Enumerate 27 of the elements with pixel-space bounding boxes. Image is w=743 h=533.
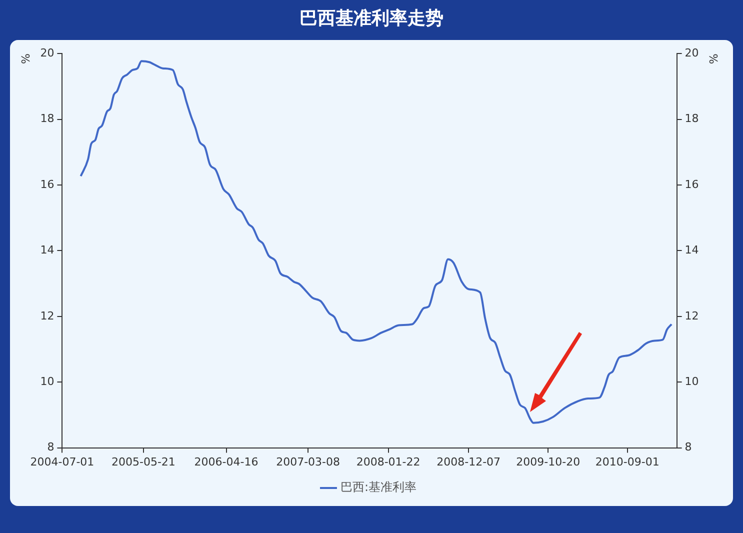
y2-tick-label: 16 (684, 178, 699, 191)
y2-axis-title: % (706, 54, 720, 64)
x-tick-label: 2004-07-01 (30, 455, 94, 468)
y-tick-label: 14 (40, 244, 54, 257)
x-tick-label: 2010-09-01 (595, 455, 660, 468)
y-tick-label: 12 (40, 309, 54, 322)
legend-label: 巴西:基准利率 (340, 480, 417, 494)
x-tick-label: 2005-05-21 (112, 455, 176, 468)
x-tick-label: 2008-01-22 (356, 455, 420, 468)
y-tick-label: 8 (47, 440, 54, 454)
y2-tick-label: 20 (684, 46, 699, 60)
y2-tick-label: 14 (684, 244, 699, 257)
x-tick-label: 2007-03-08 (276, 455, 340, 468)
line-series (80, 60, 673, 424)
y2-tick-label: 12 (684, 309, 699, 322)
y2-tick-label: 18 (684, 112, 699, 126)
y2-tick-label: 8 (684, 440, 692, 454)
y-axis-title: % (19, 54, 32, 64)
y-tick-label: 20 (40, 46, 54, 60)
x-tick-label: 2009-10-20 (516, 455, 580, 468)
y-tick-label: 10 (40, 374, 54, 388)
y-tick-label: 18 (40, 112, 54, 126)
x-tick-label: 2008-12-07 (436, 455, 501, 468)
x-tick-label: 2006-04-16 (194, 455, 258, 468)
y-tick-label: 16 (40, 178, 54, 191)
y2-tick-label: 10 (684, 374, 699, 388)
chart-title: 巴西基准利率走势 (298, 7, 444, 30)
